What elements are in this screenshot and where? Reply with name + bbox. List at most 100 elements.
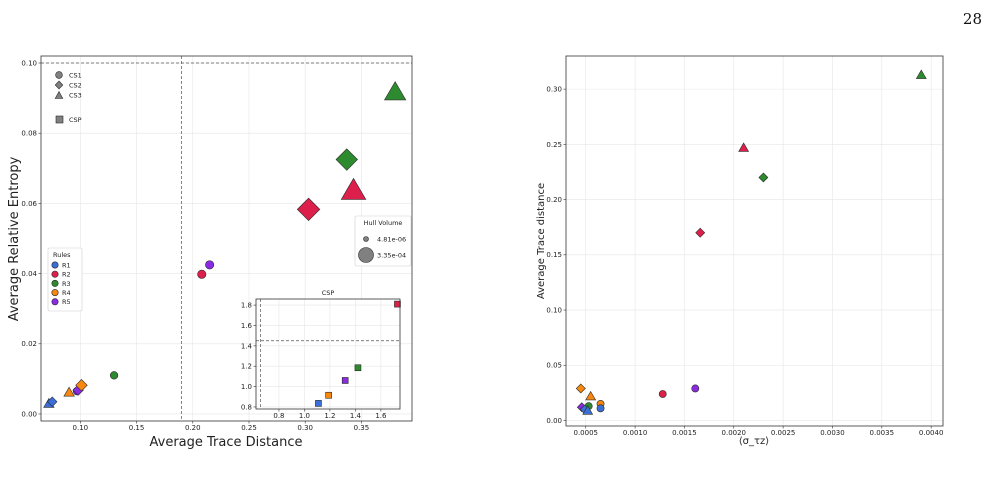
rules-legend-r4-marker [51, 289, 59, 297]
inset-y-tick-label: 1.6 [241, 322, 253, 330]
shape-legend-cs1-label: CS1 [69, 72, 82, 80]
left-point-r2-diamond [296, 197, 321, 222]
inset-y-tick-label: 0.8 [241, 403, 252, 411]
left-y-tick-label: 0.06 [21, 200, 37, 208]
left-point-r2-triangle [340, 177, 367, 200]
right-point-r2-diamond [695, 227, 706, 238]
left-x-tick-label: 0.25 [241, 424, 257, 432]
csp-inset-title: CSP [322, 289, 335, 297]
shape-legend-csp-label: CSP [69, 116, 82, 124]
left-point-r5-circle [205, 260, 215, 270]
inset-point-r2-square [394, 300, 401, 308]
left-point-r3-triangle [383, 81, 407, 101]
left-x-tick-label: 0.15 [129, 424, 145, 432]
rules-legend-r1-marker [51, 261, 59, 269]
left-point-r3-circle [109, 371, 119, 380]
right-point-r4-triangle [585, 390, 597, 401]
left-x-axis-label: Average Trace Distance [150, 435, 303, 450]
right-y-tick-label: 0.25 [546, 141, 562, 149]
left-tick-labels: 0.10 0.15 0.20 0.25 0.30 0.35 0.00 0.02 0.04 0.06… [21, 59, 369, 432]
right-scatter-chart: 0.0005 0.0010 0.0015 0.0020 0.0025 0.0030 0.00… [536, 55, 944, 447]
left-scatter-chart: 0.10 0.15 0.20 0.25 0.30 0.35 0.00 0.02 0.04 0.06… [7, 55, 413, 450]
right-x-tick-label: 0.0030 [820, 429, 845, 437]
right-point-r4-diamond [575, 383, 586, 394]
inset-point-r1-square [315, 400, 322, 407]
left-x-tick-label: 0.30 [297, 424, 313, 432]
inset-y-tick-label: 1.4 [241, 342, 253, 350]
inset-x-tick-label: 0.8 [273, 412, 284, 420]
csp-inset-data-points [315, 300, 401, 407]
right-point-r1-circle [596, 404, 605, 413]
page-number: 28 [963, 10, 982, 28]
left-point-r4-triangle [63, 386, 75, 397]
right-y-tick-label: 0.15 [546, 251, 562, 259]
left-point-r1-diamond [47, 396, 58, 407]
right-y-tick-label: 0.10 [546, 306, 562, 314]
left-point-r4-diamond [75, 379, 88, 392]
shape-legend-cs3-label: CS3 [69, 92, 82, 100]
right-x-tick-label: 0.0025 [771, 429, 796, 437]
left-point-r3-diamond [335, 148, 358, 171]
inset-x-tick-label: 1.4 [350, 412, 362, 420]
rules-legend-r2-marker [51, 270, 59, 278]
left-point-r2-circle [197, 269, 207, 279]
shape-legend-cs3-marker [54, 90, 64, 99]
right-x-axis-label: ⟨σ_τz⟩ [739, 436, 770, 447]
hull-volume-legend: Hull Volume 4.81e-06 3.35e-04 [354, 215, 412, 267]
shape-legend-cs2-label: CS2 [69, 82, 82, 90]
rules-legend-r1-label: R1 [62, 261, 71, 269]
left-y-tick-label: 0.10 [21, 59, 37, 67]
hull-volume-small-label: 4.81e-06 [377, 236, 406, 244]
right-point-r3-triangle [915, 69, 927, 79]
left-y-tick-label: 0.08 [21, 130, 37, 138]
hull-volume-large-label: 3.35e-04 [377, 252, 406, 260]
rules-legend-r4-label: R4 [62, 289, 71, 297]
inset-point-r4-square [325, 391, 332, 399]
left-x-tick-label: 0.35 [354, 424, 370, 432]
right-tick-labels: 0.0005 0.0010 0.0015 0.0020 0.0025 0.0030 0.00… [546, 86, 943, 437]
right-x-tick-label: 0.0035 [870, 429, 895, 437]
left-reference-lines [41, 56, 412, 421]
inset-x-tick-label: 1.6 [375, 412, 387, 420]
right-y-tick-label: 0.00 [546, 417, 562, 425]
left-y-tick-label: 0.04 [21, 270, 37, 278]
left-y-tick-label: 0.00 [21, 410, 37, 418]
right-x-tick-label: 0.0015 [672, 429, 697, 437]
csp-inset-gridlines [256, 299, 400, 409]
left-data-points [43, 81, 407, 408]
csp-inset-tick-labels: 0.8 1.0 1.2 1.4 1.6 0.8 1.0 1.2 1.4 1.6 1.8 [241, 302, 387, 420]
right-gridlines [566, 56, 943, 426]
shape-legend: CS1 CS2 CS3 CSP [54, 71, 82, 124]
right-y-tick-label: 0.05 [546, 362, 562, 370]
csp-inset-background [256, 299, 400, 409]
right-y-tick-label: 0.30 [546, 86, 562, 94]
right-x-tick-label: 0.0005 [573, 429, 598, 437]
hull-volume-legend-title: Hull Volume [364, 219, 403, 227]
right-point-r3-diamond [758, 172, 769, 183]
inset-point-r5-square [341, 377, 349, 384]
right-x-tick-label: 0.0020 [722, 429, 747, 437]
right-x-tick-label: 0.0040 [919, 429, 944, 437]
rules-legend-r2-label: R2 [62, 271, 71, 279]
right-point-r2-circle [658, 390, 667, 398]
right-point-r2-triangle [738, 142, 750, 152]
inset-y-tick-label: 1.2 [241, 363, 252, 371]
shape-legend-csp-marker [55, 115, 64, 124]
rules-legend-r3-label: R3 [62, 280, 71, 288]
right-plot-frame [565, 55, 944, 427]
rules-legend-r5-label: R5 [62, 298, 71, 306]
right-point-r1-triangle [582, 405, 594, 415]
left-x-tick-label: 0.10 [73, 424, 89, 432]
shape-legend-cs2-marker [54, 80, 64, 90]
rules-legend-r3-marker [51, 279, 59, 287]
left-y-axis-label: Average Relative Entropy [7, 156, 22, 321]
right-x-tick-label: 0.0010 [623, 429, 648, 437]
hull-volume-small-marker [363, 236, 369, 242]
right-point-r5-circle [691, 384, 700, 393]
inset-y-tick-label: 1.8 [241, 302, 252, 310]
inset-point-r3-square [354, 364, 362, 372]
rules-legend-r5-marker [51, 298, 59, 306]
hull-volume-large-marker [358, 247, 374, 263]
